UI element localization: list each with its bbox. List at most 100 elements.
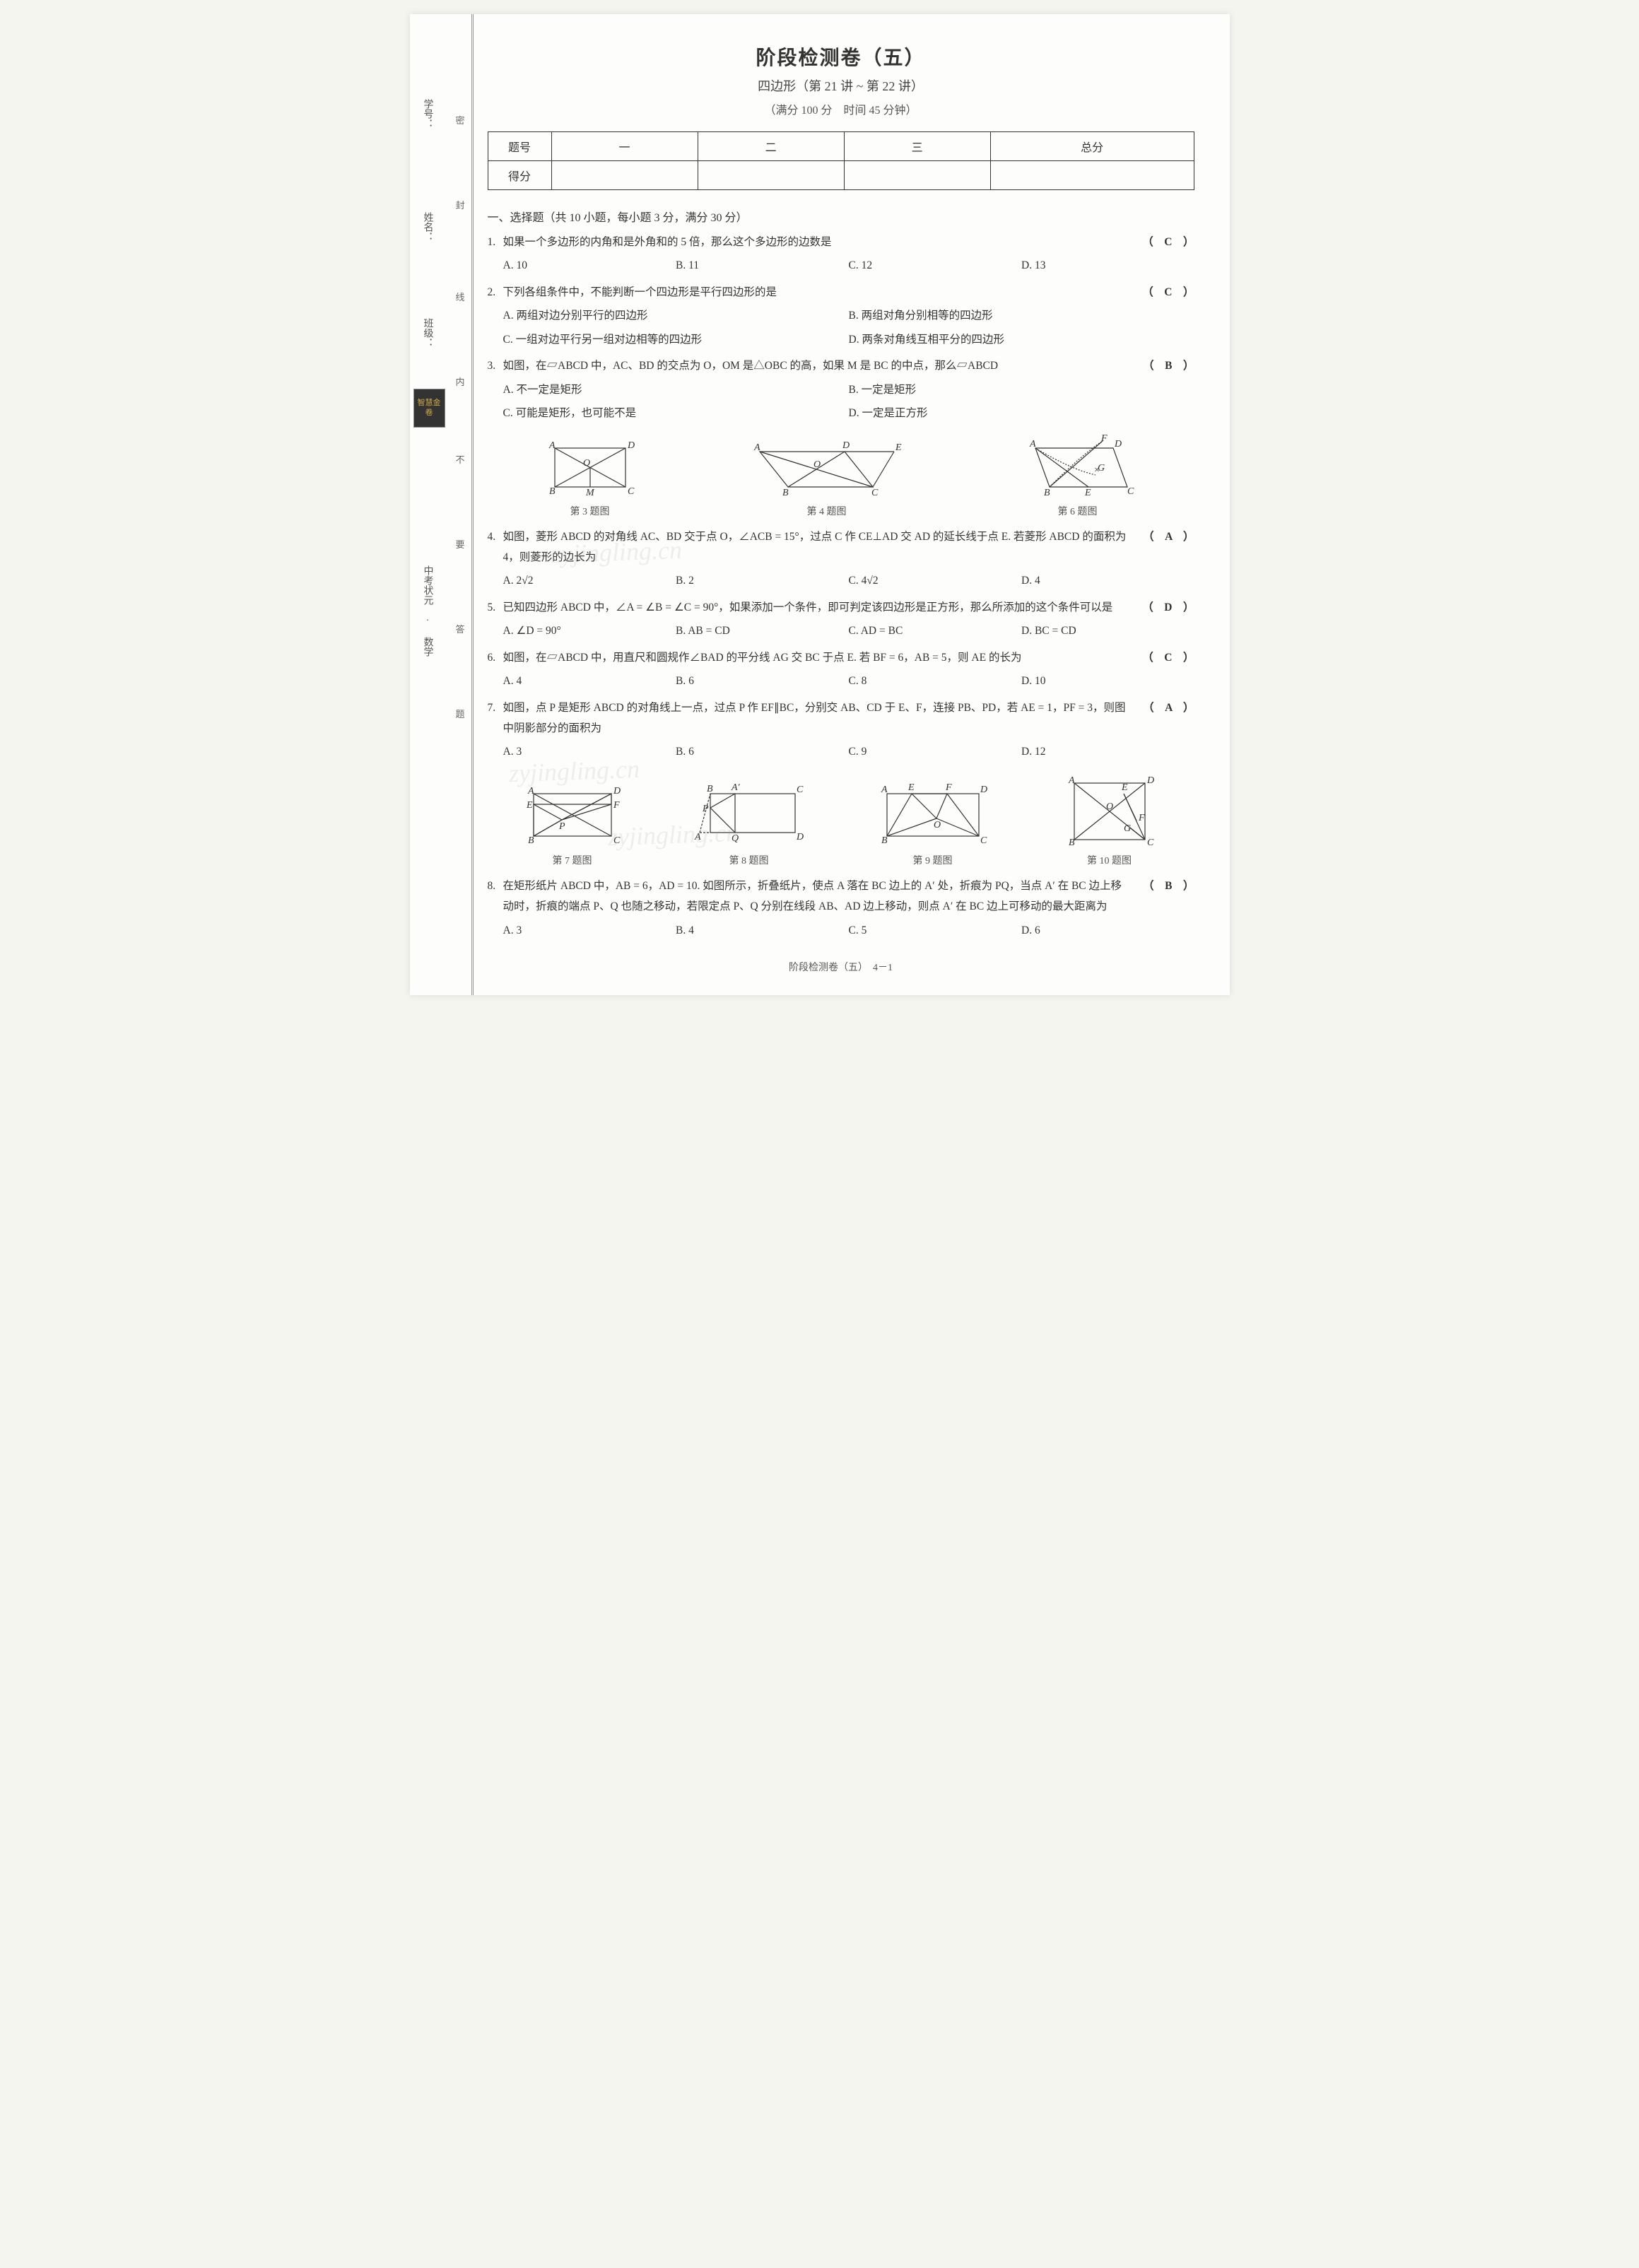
svg-text:A: A xyxy=(1068,775,1075,786)
exam-page: 学号： 姓名： 班级： 中考状元 · 数学 智慧金卷 密 封 线 内 不 要 答… xyxy=(410,14,1230,995)
svg-text:E: E xyxy=(526,800,533,811)
figure-7: A D B C E F P 第 7 题图 xyxy=(519,780,625,867)
student-id-label: 学号： xyxy=(421,99,435,129)
th-col: 一 xyxy=(551,132,698,161)
svg-text:F: F xyxy=(1138,813,1145,823)
figure-3: A D B C M O 第 3 题图 xyxy=(541,437,640,518)
option-a: A. 4 xyxy=(503,669,676,693)
figure-caption: 第 3 题图 xyxy=(541,504,640,518)
problem-number: 3. xyxy=(488,356,503,425)
svg-text:D: D xyxy=(842,440,850,451)
option-c: C. 4√2 xyxy=(849,569,1022,592)
svg-text:O: O xyxy=(934,820,941,830)
th-col: 二 xyxy=(698,132,844,161)
option-a: A. 不一定是矩形 xyxy=(503,378,849,401)
problem-7: 7. 如图，点 P 是矩形 ABCD 的对角线上一点，过点 P 作 EF∥BC，… xyxy=(488,698,1194,764)
exam-meta: （满分 100 分 时间 45 分钟） xyxy=(488,100,1194,117)
option-a: A. 2√2 xyxy=(503,569,676,592)
problem-text: 如果一个多边形的内角和是外角和的 5 倍，那么这个多边形的边数是 xyxy=(503,232,1132,252)
option-a: A. 10 xyxy=(503,254,676,277)
figure-9: A E F D B C O 第 9 题图 xyxy=(873,780,993,867)
option-c: C. 5 xyxy=(849,919,1022,942)
subject-label: 中考状元 · 数学 xyxy=(421,565,435,657)
answer-blank: （ A ） xyxy=(1143,698,1194,718)
svg-text:B: B xyxy=(782,488,789,498)
svg-text:F: F xyxy=(945,782,952,793)
svg-text:×: × xyxy=(1094,465,1100,476)
svg-text:P: P xyxy=(702,804,709,814)
problem-4: 4. 如图，菱形 ABCD 的对角线 AC、BD 交于点 O，∠ACB = 15… xyxy=(488,527,1194,593)
figures-row-1: A D B C M O 第 3 题图 A D B C E O xyxy=(488,434,1194,518)
svg-text:D: D xyxy=(980,785,987,795)
option-b: B. 4 xyxy=(676,919,849,942)
svg-text:A: A xyxy=(1029,439,1036,450)
svg-text:B: B xyxy=(707,784,713,794)
svg-text:C: C xyxy=(797,785,804,795)
option-b: B. AB = CD xyxy=(676,619,849,642)
svg-text:D: D xyxy=(1114,439,1122,450)
svg-text:E: E xyxy=(1121,782,1128,793)
svg-text:A: A xyxy=(694,832,701,842)
svg-text:C: C xyxy=(628,486,635,497)
problem-text: 如图，菱形 ABCD 的对角线 AC、BD 交于点 O，∠ACB = 15°，过… xyxy=(503,527,1133,568)
figure-10: A D B C E O F G 第 10 题图 xyxy=(1057,772,1163,867)
option-c: C. 9 xyxy=(849,740,1022,763)
figure-10-svg: A D B C E O F G xyxy=(1057,772,1163,850)
score-cell xyxy=(990,161,1194,190)
figure-6-svg: A D B C E F G × xyxy=(1014,434,1141,501)
option-c: C. 一组对边平行另一组对边相等的四边形 xyxy=(503,328,849,351)
option-d: D. 12 xyxy=(1021,740,1194,763)
svg-text:E: E xyxy=(907,782,915,793)
score-cell xyxy=(844,161,990,190)
svg-text:D: D xyxy=(1146,775,1154,786)
answer-blank: （ B ） xyxy=(1143,356,1194,376)
answer-blank: （ D ） xyxy=(1142,597,1194,618)
figure-8-svg: B A′ C A Q D P xyxy=(689,780,809,850)
problem-3: 3. 如图，在▱ABCD 中，AC、BD 的交点为 O，OM 是△OBC 的高，… xyxy=(488,356,1194,425)
problem-text: 在矩形纸片 ABCD 中，AB = 6，AD = 10. 如图所示，折叠纸片，使… xyxy=(503,876,1133,917)
svg-text:O: O xyxy=(813,459,821,470)
option-b: B. 6 xyxy=(676,740,849,763)
problem-6: 6. 如图，在▱ABCD 中，用直尺和圆规作∠BAD 的平分线 AG 交 BC … xyxy=(488,647,1194,693)
seal-char: 封 xyxy=(456,198,465,211)
svg-text:A: A xyxy=(881,785,888,795)
svg-text:B: B xyxy=(1069,838,1075,848)
figure-caption: 第 4 题图 xyxy=(746,504,908,518)
th-col: 总分 xyxy=(990,132,1194,161)
problem-1: 1. 如果一个多边形的内角和是外角和的 5 倍，那么这个多边形的边数是 （ C … xyxy=(488,232,1194,278)
exam-header: 阶段检测卷（五） 四边形（第 21 讲 ~ 第 22 讲） （满分 100 分 … xyxy=(488,42,1194,117)
svg-text:B: B xyxy=(881,835,888,846)
option-d: D. 4 xyxy=(1021,569,1194,592)
seal-char: 题 xyxy=(456,707,465,720)
seal-char: 不 xyxy=(456,452,465,466)
option-d: D. 6 xyxy=(1021,919,1194,942)
problem-number: 4. xyxy=(488,527,503,593)
answer-blank: （ C ） xyxy=(1142,232,1194,252)
option-b: B. 6 xyxy=(676,669,849,693)
problem-number: 1. xyxy=(488,232,503,278)
svg-text:Q: Q xyxy=(732,833,739,844)
problem-text: 如图，在▱ABCD 中，用直尺和圆规作∠BAD 的平分线 AG 交 BC 于点 … xyxy=(503,647,1132,668)
problem-number: 2. xyxy=(488,282,503,351)
option-b: B. 一定是矩形 xyxy=(849,378,1194,401)
svg-text:G: G xyxy=(1124,823,1131,834)
svg-text:B: B xyxy=(528,835,534,846)
figure-8: B A′ C A Q D P 第 8 题图 xyxy=(689,780,809,867)
problem-number: 6. xyxy=(488,647,503,693)
option-b: B. 两组对角分别相等的四边形 xyxy=(849,304,1194,327)
problem-2: 2. 下列各组条件中，不能判断一个四边形是平行四边形的是 （ C ） A. 两组… xyxy=(488,282,1194,351)
svg-text:F: F xyxy=(1100,434,1108,444)
svg-text:B: B xyxy=(1044,488,1050,498)
name-label: 姓名： xyxy=(421,212,435,242)
score-table: 题号 一 二 三 总分 得分 xyxy=(488,131,1194,190)
option-d: D. BC = CD xyxy=(1021,619,1194,642)
page-footer: 阶段检测卷（五） 4－1 xyxy=(488,960,1194,974)
figure-9-svg: A E F D B C O xyxy=(873,780,993,850)
exam-title: 阶段检测卷（五） xyxy=(488,42,1194,71)
svg-text:C: C xyxy=(980,835,987,846)
option-a: A. 3 xyxy=(503,740,676,763)
svg-text:E: E xyxy=(895,442,902,453)
problem-text: 下列各组条件中，不能判断一个四边形是平行四边形的是 xyxy=(503,282,1132,302)
seal-char: 线 xyxy=(456,290,465,303)
answer-blank: （ A ） xyxy=(1143,527,1194,547)
